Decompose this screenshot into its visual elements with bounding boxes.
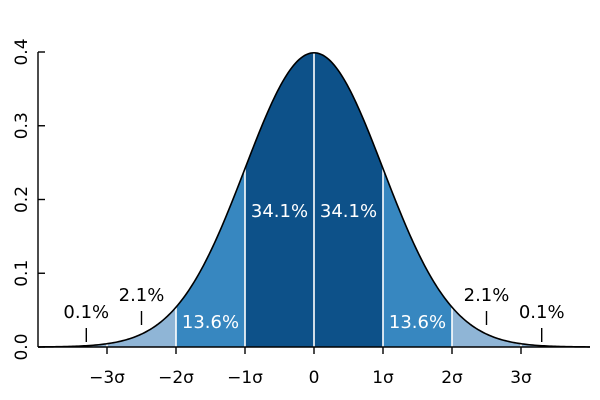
inner-percent-label: 34.1% bbox=[320, 201, 377, 222]
x-tick-label: −2σ bbox=[158, 368, 194, 388]
y-tick-label: 0.0 bbox=[12, 333, 32, 360]
x-tick-label: 3σ bbox=[510, 368, 532, 388]
area-band-6 bbox=[452, 307, 521, 347]
x-tick-label: 1σ bbox=[372, 368, 394, 388]
area-band-4 bbox=[314, 52, 383, 347]
outer-percent-label: 2.1% bbox=[464, 285, 510, 306]
y-tick-label: 0.2 bbox=[12, 186, 32, 213]
x-axis-ticks: −3σ −2σ −1σ 0 1σ 2σ 3σ bbox=[89, 347, 532, 388]
y-axis-ticks: 0.0 0.1 0.2 0.3 0.4 bbox=[12, 38, 45, 361]
y-tick-label: 0.1 bbox=[12, 260, 32, 287]
x-tick-label: 0 bbox=[309, 368, 320, 388]
inner-percent-label: 13.6% bbox=[182, 312, 239, 333]
y-tick-label: 0.4 bbox=[12, 38, 32, 65]
x-tick-label: 2σ bbox=[441, 368, 463, 388]
area-band-3 bbox=[245, 52, 314, 347]
outer-percent-label: 0.1% bbox=[519, 302, 565, 323]
sigma-dividers bbox=[106, 52, 522, 347]
inner-percent-label: 34.1% bbox=[251, 201, 308, 222]
x-tick-label: −1σ bbox=[227, 368, 263, 388]
bell-curve-line bbox=[37, 51, 591, 348]
area-band-1 bbox=[107, 307, 176, 347]
x-tick-label: −3σ bbox=[89, 368, 125, 388]
inner-percent-labels: 13.6% 34.1% 34.1% 13.6% bbox=[182, 201, 446, 333]
outer-percent-label: 2.1% bbox=[119, 285, 165, 306]
outer-percent-label: 0.1% bbox=[63, 302, 109, 323]
y-tick-label: 0.3 bbox=[12, 112, 32, 139]
outer-percent-labels: 0.1% 2.1% 2.1% 0.1% bbox=[63, 285, 565, 342]
inner-percent-label: 13.6% bbox=[389, 312, 446, 333]
